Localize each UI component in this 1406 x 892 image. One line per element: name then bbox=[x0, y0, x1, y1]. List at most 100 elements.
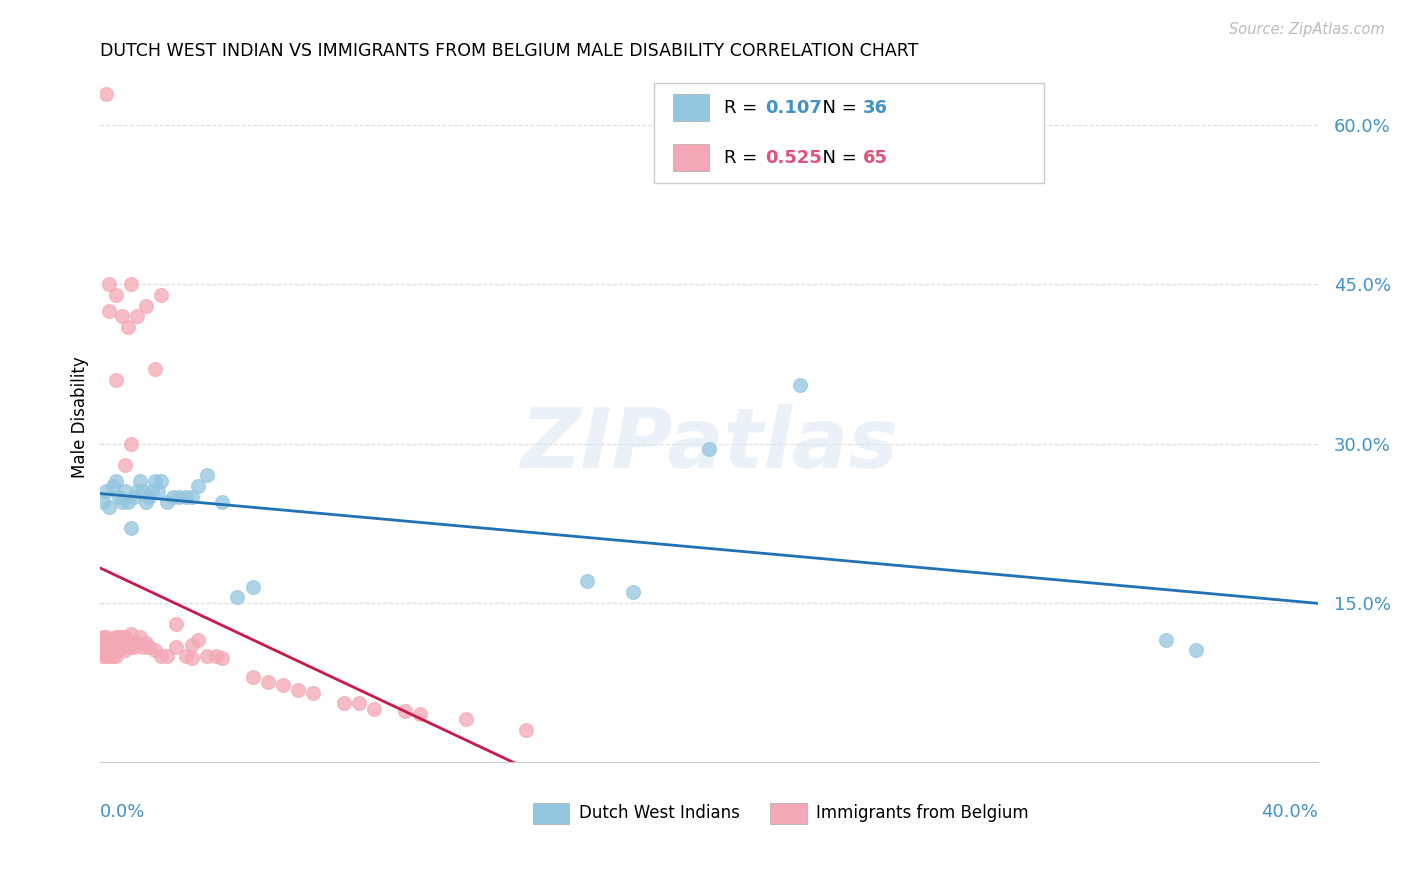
Text: 0.107: 0.107 bbox=[765, 99, 823, 117]
Point bbox=[98, 277, 121, 292]
Point bbox=[101, 643, 124, 657]
Point bbox=[180, 638, 202, 652]
Point bbox=[98, 304, 121, 318]
Text: 0.525: 0.525 bbox=[765, 149, 823, 167]
Point bbox=[132, 484, 155, 499]
Point bbox=[107, 630, 129, 644]
Point bbox=[89, 643, 111, 657]
Text: DUTCH WEST INDIAN VS IMMIGRANTS FROM BELGIUM MALE DISABILITY CORRELATION CHART: DUTCH WEST INDIAN VS IMMIGRANTS FROM BEL… bbox=[100, 42, 918, 60]
Point bbox=[114, 630, 136, 644]
Text: Immigrants from Belgium: Immigrants from Belgium bbox=[817, 805, 1029, 822]
Point bbox=[96, 640, 118, 654]
Point bbox=[101, 479, 124, 493]
Point bbox=[104, 474, 127, 488]
Point bbox=[138, 640, 160, 654]
Point bbox=[104, 288, 127, 302]
Point bbox=[242, 580, 264, 594]
Point bbox=[1185, 643, 1208, 657]
Point bbox=[89, 632, 111, 647]
Point bbox=[120, 436, 142, 450]
Point bbox=[242, 670, 264, 684]
Text: 0.0%: 0.0% bbox=[100, 803, 146, 821]
Text: 40.0%: 40.0% bbox=[1261, 803, 1317, 821]
Point bbox=[169, 490, 191, 504]
Point bbox=[141, 484, 163, 499]
Point bbox=[515, 723, 537, 737]
Point bbox=[394, 704, 416, 718]
Point bbox=[96, 630, 118, 644]
Point bbox=[114, 458, 136, 472]
Point bbox=[789, 378, 811, 392]
Point bbox=[174, 490, 197, 504]
Point bbox=[93, 645, 115, 659]
Point bbox=[93, 641, 115, 656]
Point bbox=[211, 495, 233, 509]
Point bbox=[226, 591, 249, 605]
Point bbox=[187, 632, 209, 647]
Point bbox=[333, 697, 356, 711]
Point bbox=[93, 648, 115, 663]
Point bbox=[93, 635, 115, 649]
Point bbox=[120, 627, 142, 641]
Point bbox=[104, 373, 127, 387]
Point bbox=[122, 640, 145, 654]
Point bbox=[347, 697, 370, 711]
Point bbox=[409, 706, 432, 721]
Point bbox=[195, 468, 218, 483]
Point bbox=[150, 648, 173, 663]
Point bbox=[117, 495, 139, 509]
Point bbox=[576, 574, 599, 589]
Point bbox=[120, 277, 142, 292]
Point bbox=[150, 288, 173, 302]
Point bbox=[107, 490, 129, 504]
Point bbox=[271, 678, 294, 692]
Point bbox=[135, 636, 157, 650]
Point bbox=[122, 490, 145, 504]
Text: N =: N = bbox=[811, 99, 863, 117]
Point bbox=[111, 495, 134, 509]
Point bbox=[89, 640, 111, 654]
Point bbox=[114, 643, 136, 657]
Point bbox=[129, 630, 152, 644]
Point bbox=[156, 648, 179, 663]
Point bbox=[143, 362, 166, 376]
Point bbox=[148, 484, 170, 499]
Point bbox=[165, 616, 187, 631]
Point bbox=[302, 686, 325, 700]
Point bbox=[697, 442, 720, 456]
Point bbox=[135, 495, 157, 509]
Point bbox=[107, 638, 129, 652]
Point bbox=[111, 630, 134, 644]
Point bbox=[125, 484, 148, 499]
Point bbox=[187, 479, 209, 493]
Point bbox=[363, 701, 385, 715]
Point bbox=[205, 648, 228, 663]
Text: Dutch West Indians: Dutch West Indians bbox=[579, 805, 740, 822]
Point bbox=[120, 640, 142, 654]
Point bbox=[98, 500, 121, 515]
Point bbox=[104, 648, 127, 663]
FancyBboxPatch shape bbox=[672, 144, 709, 171]
Point bbox=[180, 650, 202, 665]
Point bbox=[96, 648, 118, 663]
Point bbox=[143, 643, 166, 657]
Point bbox=[93, 495, 115, 509]
FancyBboxPatch shape bbox=[533, 803, 569, 823]
Point bbox=[89, 636, 111, 650]
Point bbox=[104, 643, 127, 657]
Text: 36: 36 bbox=[862, 99, 887, 117]
Point bbox=[93, 630, 115, 644]
Text: Source: ZipAtlas.com: Source: ZipAtlas.com bbox=[1229, 22, 1385, 37]
Point bbox=[195, 648, 218, 663]
Point bbox=[156, 495, 179, 509]
Point bbox=[125, 310, 148, 324]
Point bbox=[101, 648, 124, 663]
Point bbox=[98, 643, 121, 657]
Text: 65: 65 bbox=[862, 149, 887, 167]
Point bbox=[256, 675, 278, 690]
Point bbox=[454, 712, 477, 726]
Point bbox=[89, 638, 111, 652]
Point bbox=[120, 521, 142, 535]
Point bbox=[111, 310, 134, 324]
Point bbox=[165, 640, 187, 654]
